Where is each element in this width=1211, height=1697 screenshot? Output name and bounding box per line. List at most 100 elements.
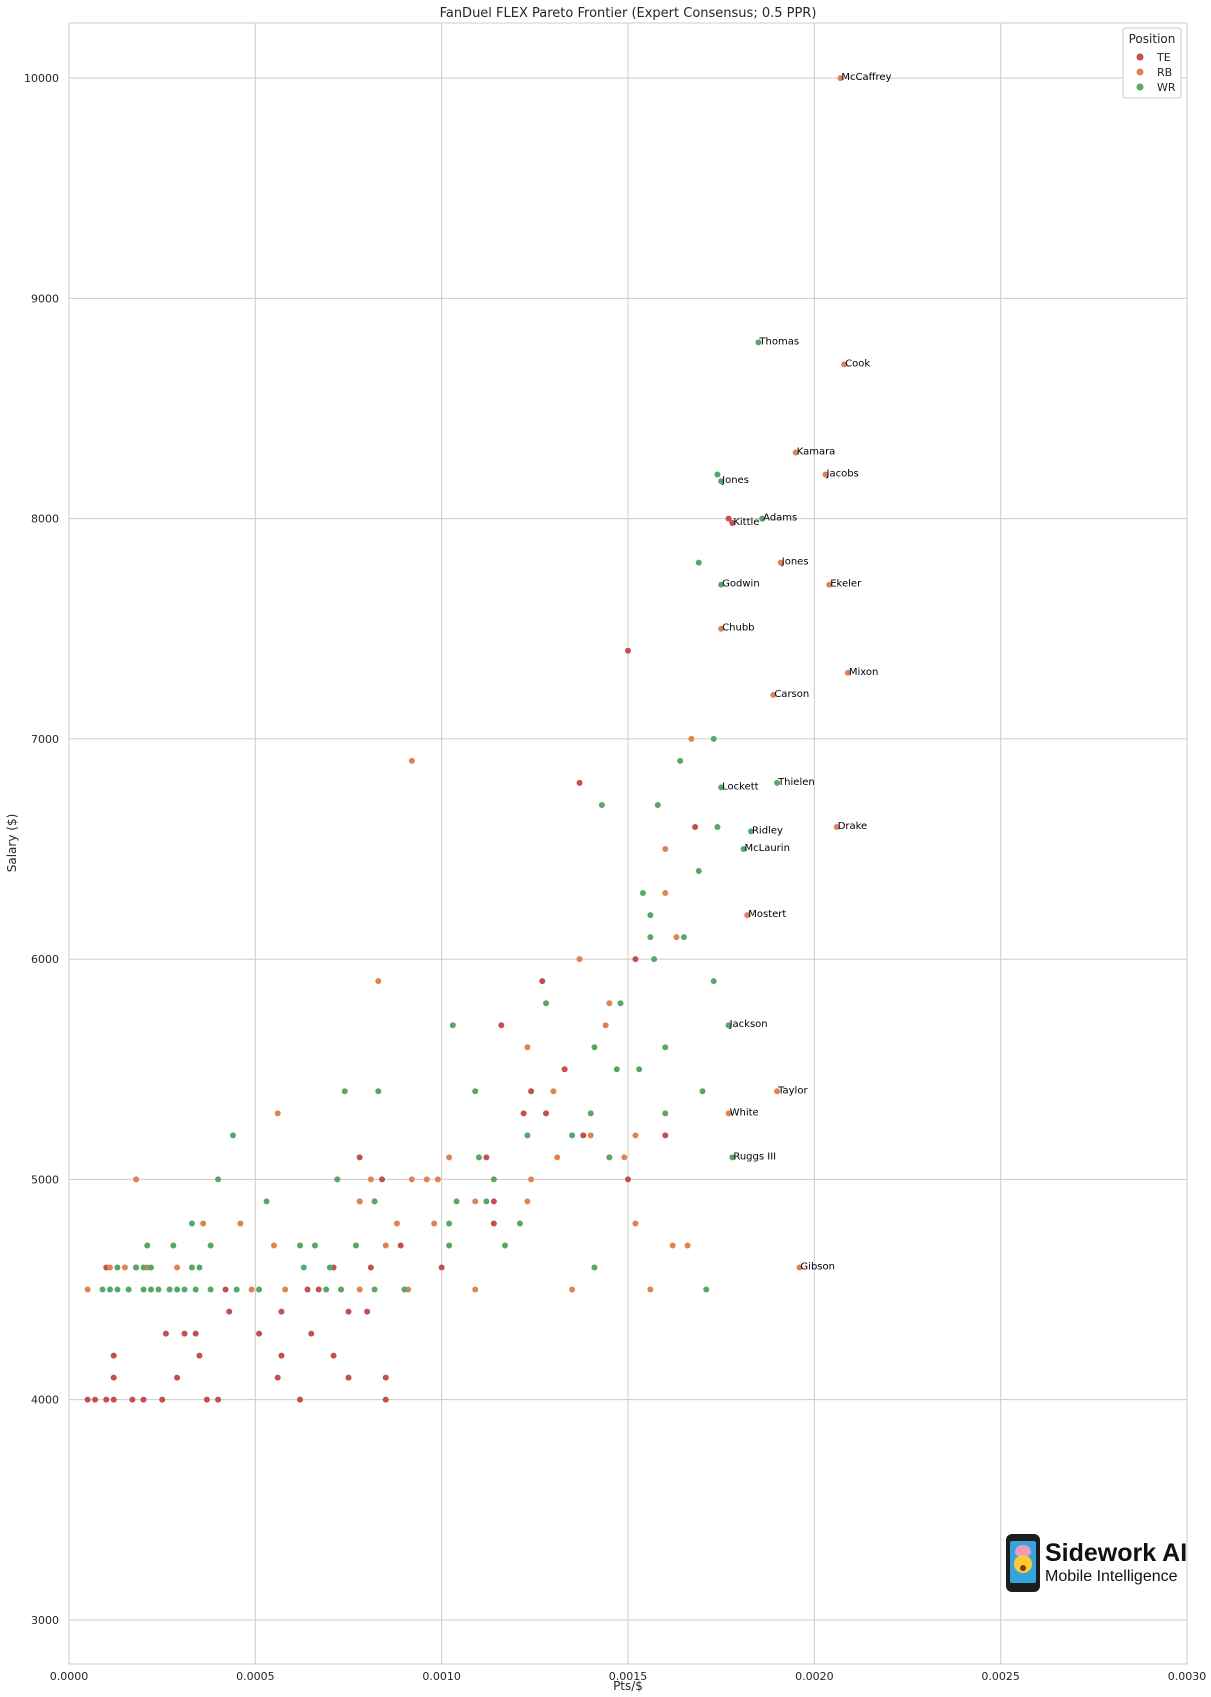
data-point-wr <box>654 801 661 808</box>
data-point-wr <box>341 1088 348 1095</box>
point-label: Carson <box>774 689 809 700</box>
data-point-rb <box>725 1110 732 1117</box>
data-points <box>84 75 851 1403</box>
data-point-rb <box>632 1132 639 1139</box>
chart-title: FanDuel FLEX Pareto Frontier (Expert Con… <box>440 6 817 21</box>
data-point-wr <box>759 515 766 522</box>
data-point-rb <box>621 1154 628 1161</box>
data-point-wr <box>747 828 754 835</box>
data-point-rb <box>833 823 840 830</box>
sidework-logo: Sidework AI Mobile Intelligence <box>1006 1533 1188 1593</box>
data-point-rb <box>382 1242 389 1249</box>
data-point-wr <box>311 1242 318 1249</box>
data-point-te <box>729 520 736 527</box>
y-tick-label: 5000 <box>31 1173 59 1186</box>
data-point-rb <box>524 1044 531 1051</box>
data-point-wr <box>714 471 721 478</box>
x-tick-label: 0.0025 <box>981 1670 1020 1683</box>
data-point-wr <box>371 1286 378 1293</box>
x-axis-label: Pts/$ <box>613 1679 643 1693</box>
legend-label-rb: RB <box>1157 66 1172 79</box>
data-point-te <box>297 1396 304 1403</box>
y-tick-label: 6000 <box>31 953 59 966</box>
data-point-wr <box>695 868 702 875</box>
logo-brand: Sidework AI <box>1045 1539 1188 1567</box>
data-point-te <box>367 1264 374 1271</box>
data-point-te <box>215 1396 222 1403</box>
data-point-rb <box>602 1022 609 1029</box>
data-point-wr <box>106 1286 113 1293</box>
data-point-rb <box>569 1286 576 1293</box>
point-label: Jackson <box>729 1019 768 1030</box>
data-point-wr <box>352 1242 359 1249</box>
data-point-rb <box>200 1220 207 1227</box>
data-point-wr <box>140 1286 147 1293</box>
data-point-rb <box>777 559 784 566</box>
data-point-te <box>345 1374 352 1381</box>
data-point-te <box>580 1132 587 1139</box>
data-point-wr <box>718 581 725 588</box>
point-label: Adams <box>763 513 797 524</box>
data-point-rb <box>282 1286 289 1293</box>
data-point-wr <box>207 1242 214 1249</box>
data-point-wr <box>677 757 684 764</box>
data-point-wr <box>755 339 762 346</box>
point-label: Kittle <box>733 517 759 528</box>
data-point-wr <box>263 1198 270 1205</box>
point-label: Kamara <box>797 447 836 458</box>
point-label: Mostert <box>748 909 786 920</box>
data-point-wr <box>475 1154 482 1161</box>
data-point-wr <box>99 1286 106 1293</box>
legend-marker-te <box>1136 53 1144 61</box>
data-point-wr <box>453 1198 460 1205</box>
data-point-wr <box>703 1286 710 1293</box>
grid <box>69 23 1187 1664</box>
data-point-te <box>330 1352 337 1359</box>
point-label: Jones <box>721 475 749 486</box>
y-tick-label: 4000 <box>31 1394 59 1407</box>
data-point-te <box>539 978 546 985</box>
data-point-wr <box>483 1198 490 1205</box>
data-point-rb <box>550 1088 557 1095</box>
data-point-rb <box>434 1176 441 1183</box>
data-point-wr <box>170 1242 177 1249</box>
data-point-wr <box>710 735 717 742</box>
data-point-te <box>625 647 631 654</box>
legend-marker-wr <box>1136 83 1144 91</box>
x-tick-label: 0.0015 <box>609 1670 648 1683</box>
data-point-wr <box>147 1286 154 1293</box>
data-point-rb <box>121 1264 128 1271</box>
data-point-te <box>543 1110 550 1117</box>
data-point-te <box>110 1374 117 1381</box>
data-point-wr <box>446 1242 453 1249</box>
data-point-wr <box>166 1286 173 1293</box>
data-point-rb <box>375 978 382 985</box>
data-point-te <box>483 1154 490 1161</box>
data-point-wr <box>449 1022 456 1029</box>
data-point-te <box>397 1242 404 1249</box>
data-point-wr <box>323 1286 330 1293</box>
data-point-rb <box>248 1286 255 1293</box>
data-point-rb <box>669 1242 676 1249</box>
data-point-wr <box>591 1264 598 1271</box>
data-point-te <box>140 1396 147 1403</box>
point-label: Gibson <box>800 1262 835 1273</box>
data-point-wr <box>229 1132 236 1139</box>
point-label: Drake <box>838 821 868 832</box>
point-label: Ruggs III <box>733 1151 776 1162</box>
data-point-te <box>256 1330 263 1337</box>
point-label: Thielen <box>777 777 815 788</box>
data-point-te <box>382 1396 389 1403</box>
data-point-te <box>274 1374 281 1381</box>
data-point-rb <box>688 735 695 742</box>
data-point-rb <box>576 956 583 963</box>
logo-tagline: Mobile Intelligence <box>1045 1568 1178 1585</box>
data-point-rb <box>647 1286 654 1293</box>
y-tick-label: 10000 <box>24 72 59 85</box>
data-point-wr <box>651 956 658 963</box>
data-point-te <box>308 1330 315 1337</box>
point-label: Mixon <box>849 667 878 678</box>
data-point-wr <box>714 823 721 830</box>
y-tick-label: 8000 <box>31 513 59 526</box>
